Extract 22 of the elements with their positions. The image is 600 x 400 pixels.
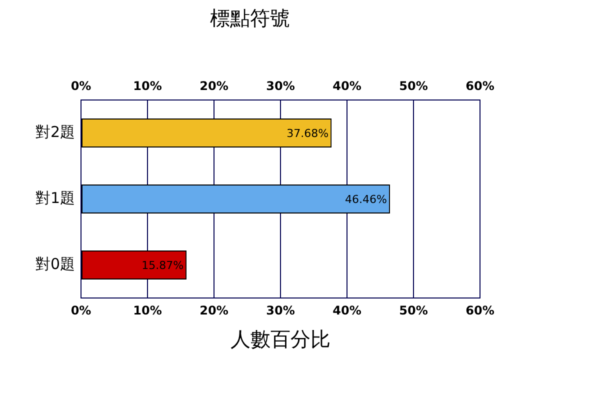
- x2-tick-label: 30%: [266, 303, 295, 318]
- x-tick-label: 30%: [266, 78, 295, 93]
- x-tick-label: 60%: [466, 78, 494, 93]
- x2-tick-label: 40%: [332, 303, 362, 318]
- y-tick-label: 對2題: [35, 122, 75, 141]
- data-label: 46.46%: [345, 192, 387, 206]
- x-tick-label: 0%: [70, 78, 92, 93]
- x-axis-title: 人數百分比: [230, 327, 330, 352]
- x2-tick-label: 20%: [200, 303, 228, 318]
- x-tick-label: 20%: [200, 78, 228, 93]
- x2-tick-label: 60%: [466, 303, 494, 318]
- data-label: 37.68%: [286, 126, 329, 140]
- x2-tick-label: 50%: [399, 303, 428, 318]
- x2-tick-label: 10%: [133, 303, 162, 318]
- x-tick-label: 50%: [399, 78, 428, 93]
- data-label: 15.87%: [142, 258, 184, 272]
- y-tick-label: 對1題: [35, 188, 75, 207]
- x-tick-label: 40%: [332, 78, 362, 93]
- y-tick-label: 對0題: [35, 254, 75, 273]
- chart-title: 標點符號: [210, 6, 290, 30]
- x2-tick-label: 0%: [70, 303, 92, 318]
- x-tick-label: 10%: [133, 78, 162, 93]
